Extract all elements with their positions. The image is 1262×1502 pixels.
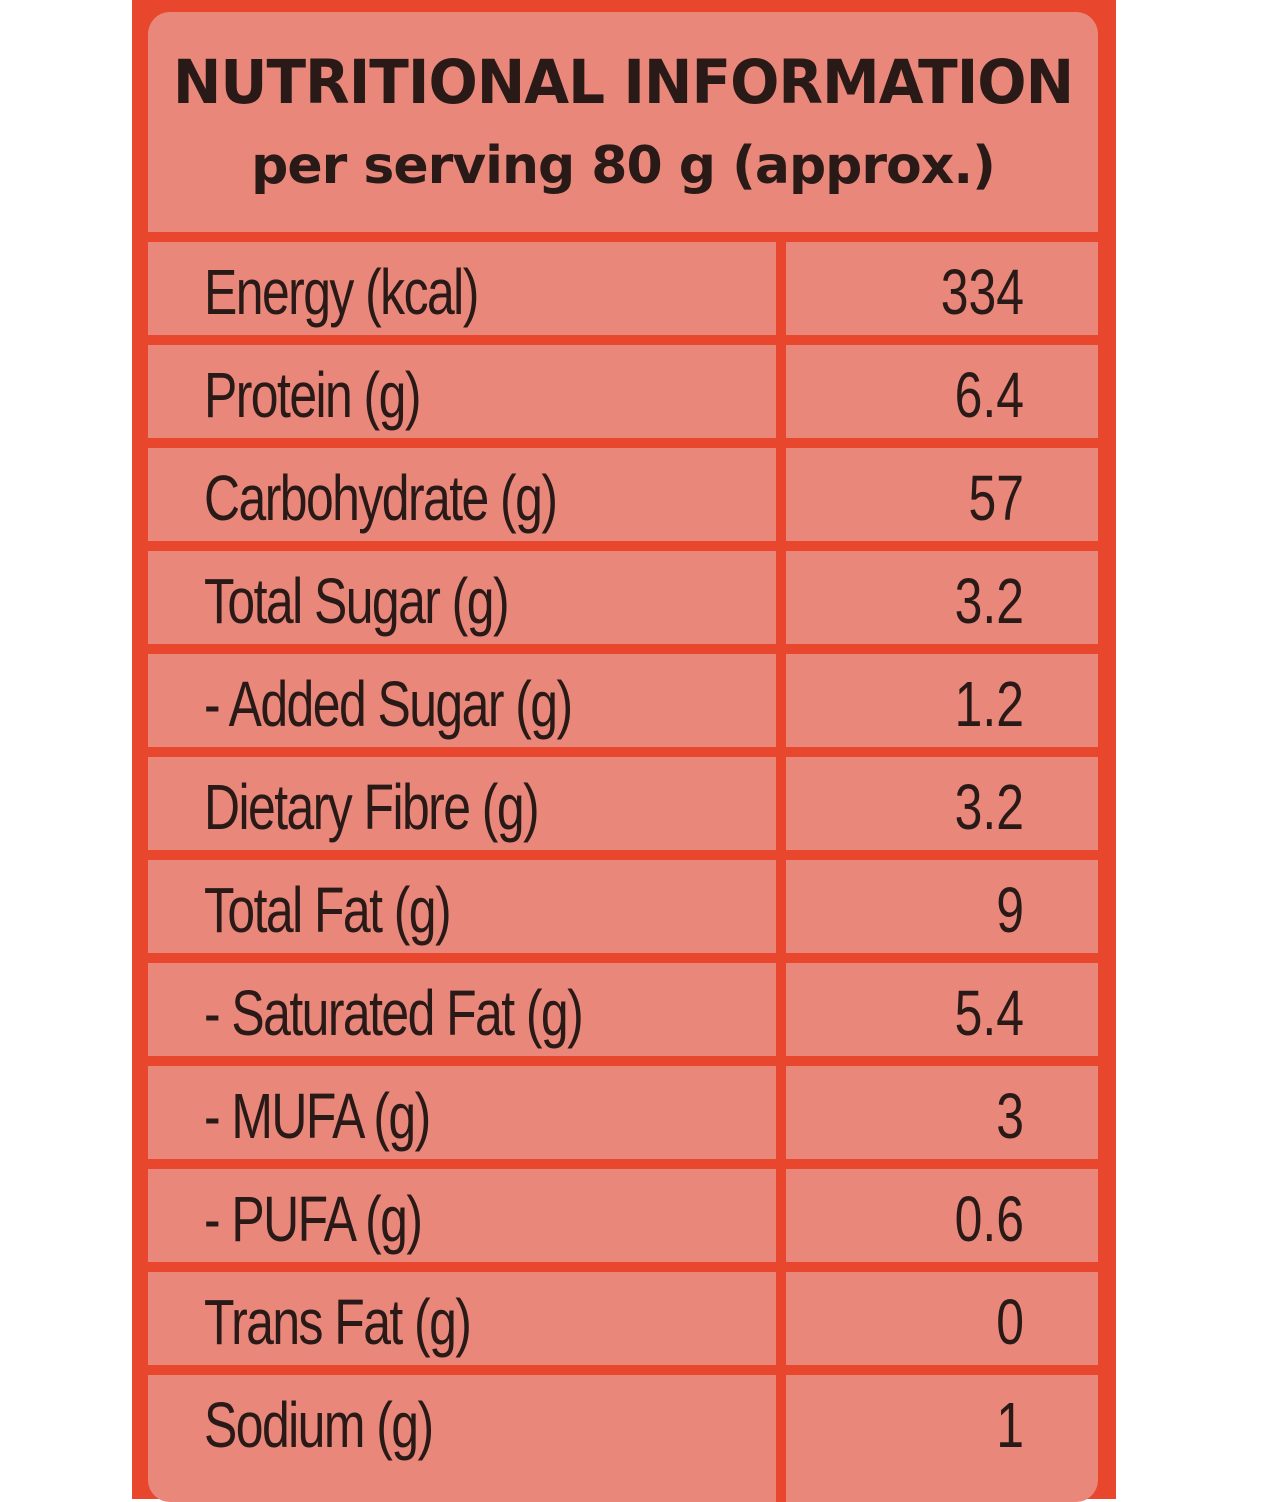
nutrition-panel: NUTRITIONAL INFORMATION per serving 80 g… (148, 12, 1098, 1502)
nutrient-value: 3.2 (954, 771, 1024, 843)
nutrient-name: Protein (g) (204, 359, 421, 431)
nutrient-value: 3.2 (954, 565, 1024, 637)
nutrient-value: 0 (996, 1286, 1024, 1358)
nutrient-value: 0.6 (954, 1183, 1024, 1255)
nutrient-name: Energy (kcal) (204, 256, 479, 328)
table-row: - MUFA (g) 3 (148, 1056, 1098, 1159)
table-row: Dietary Fibre (g) 3.2 (148, 747, 1098, 850)
nutrition-table: Energy (kcal) 334 Protein (g) 6.4 Carboh… (148, 232, 1098, 1468)
table-row: Protein (g) 6.4 (148, 335, 1098, 438)
nutrient-name: Sodium (g) (204, 1389, 434, 1461)
nutrient-name: - MUFA (g) (204, 1080, 431, 1152)
table-row: - PUFA (g) 0.6 (148, 1159, 1098, 1262)
table-row: Sodium (g) 1 (148, 1365, 1098, 1468)
nutrition-title: NUTRITIONAL INFORMATION (172, 46, 1074, 118)
nutrient-value: 57 (968, 462, 1024, 534)
nutrient-name: Total Sugar (g) (204, 565, 510, 637)
nutrient-name: Dietary Fibre (g) (204, 771, 540, 843)
table-row: Carbohydrate (g) 57 (148, 438, 1098, 541)
nutrient-name: - Saturated Fat (g) (204, 977, 584, 1049)
nutrient-value: 1 (996, 1389, 1024, 1461)
nutrient-value: 9 (996, 874, 1024, 946)
serving-size: per serving 80 g (approx.) (251, 136, 996, 196)
nutrient-value: 1.2 (954, 668, 1024, 740)
table-row: Total Fat (g) 9 (148, 850, 1098, 953)
column-divider (776, 232, 786, 1502)
table-row: - Added Sugar (g) 1.2 (148, 644, 1098, 747)
nutrient-name: Trans Fat (g) (204, 1286, 472, 1358)
table-row: Energy (kcal) 334 (148, 232, 1098, 335)
nutrient-value: 3 (996, 1080, 1024, 1152)
nutrient-value: 6.4 (954, 359, 1024, 431)
nutrient-value: 5.4 (954, 977, 1024, 1049)
nutrient-value: 334 (940, 256, 1024, 328)
table-row: - Saturated Fat (g) 5.4 (148, 953, 1098, 1056)
table-row: Total Sugar (g) 3.2 (148, 541, 1098, 644)
nutrient-name: - Added Sugar (g) (204, 668, 573, 740)
table-row: Trans Fat (g) 0 (148, 1262, 1098, 1365)
nutrient-name: - PUFA (g) (204, 1183, 423, 1255)
nutrient-name: Carbohydrate (g) (204, 462, 558, 534)
nutrient-name: Total Fat (g) (204, 874, 452, 946)
